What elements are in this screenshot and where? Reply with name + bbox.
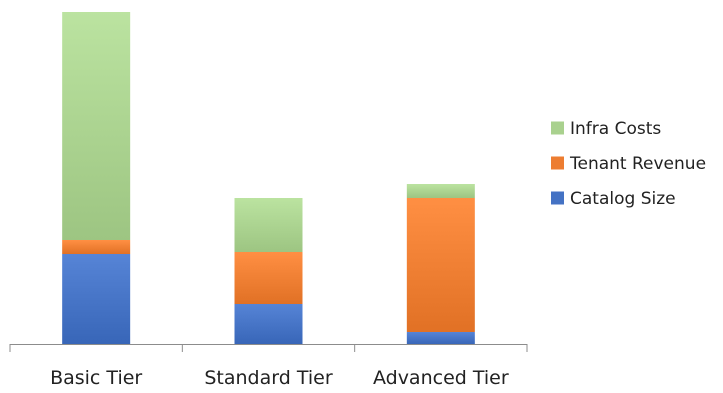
legend-label-infra-costs: Infra Costs [570, 119, 661, 139]
x-tick-label-advanced-tier: Advanced Tier [373, 367, 509, 389]
bar-advanced-tier-tenant-revenue [406, 198, 475, 332]
legend-swatch-infra-costs [551, 121, 564, 135]
x-tick-label-basic-tier: Basic Tier [50, 367, 142, 389]
x-tick-label-standard-tier: Standard Tier [204, 367, 332, 389]
legend-item-catalog-size: Catalog Size [551, 189, 676, 209]
bar-advanced-tier-infra-costs [406, 184, 475, 198]
legend-label-catalog-size: Catalog Size [570, 189, 676, 209]
legend-item-tenant-revenue: Tenant Revenue [551, 154, 706, 174]
legend-swatch-catalog-size [551, 191, 564, 205]
x-axis [9, 344, 528, 352]
bar-basic-tier-tenant-revenue [62, 240, 131, 254]
legend-label-tenant-revenue: Tenant Revenue [569, 154, 706, 174]
bar-advanced-tier-catalog-size [406, 332, 475, 344]
bar-basic-tier-infra-costs [62, 12, 131, 240]
bars-layer [62, 12, 475, 344]
legend-item-infra-costs: Infra Costs [551, 119, 661, 139]
bar-standard-tier-tenant-revenue [234, 252, 303, 304]
bar-standard-tier-catalog-size [234, 304, 303, 344]
bar-basic-tier-catalog-size [62, 254, 131, 344]
legend-swatch-tenant-revenue [551, 156, 564, 170]
legend: Infra Costs Tenant Revenue Catalog Size [551, 119, 706, 209]
x-tick-labels: Basic Tier Standard Tier Advanced Tier [50, 367, 509, 389]
bar-standard-tier-infra-costs [234, 198, 303, 252]
